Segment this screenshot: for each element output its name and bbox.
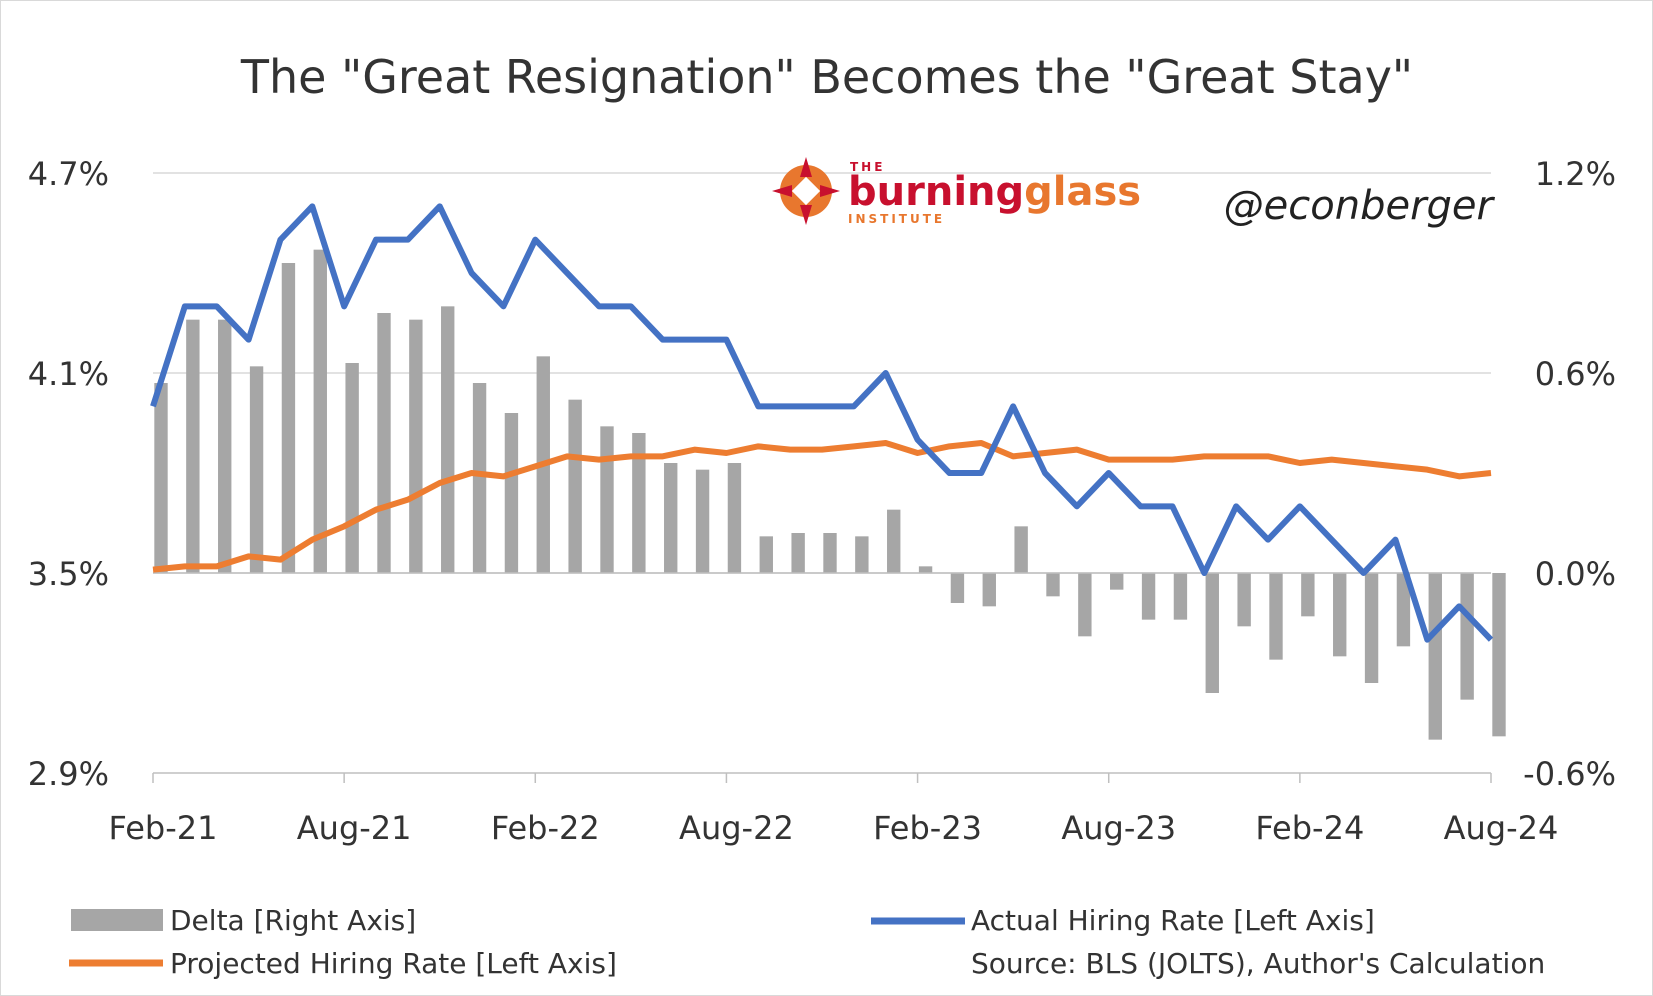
delta-bar	[504, 413, 519, 573]
delta-bar	[345, 363, 359, 573]
delta-bar	[950, 573, 965, 603]
delta-bar	[186, 319, 200, 573]
delta-bar	[695, 469, 710, 573]
delta-bar	[1078, 573, 1092, 637]
delta-bar	[823, 533, 837, 573]
delta-bar	[1333, 573, 1347, 657]
delta-bar	[1269, 573, 1283, 660]
delta-bars	[154, 249, 1506, 740]
source-note: Source: BLS (JOLTS), Author's Calculatio…	[971, 947, 1545, 980]
x-tick-label: Feb-23	[873, 809, 982, 847]
logo-center-icon	[791, 176, 821, 206]
delta-bar	[759, 536, 773, 573]
delta-bar	[568, 399, 582, 573]
x-tick-label: Feb-21	[109, 809, 218, 847]
delta-bar	[600, 426, 614, 573]
actual-hiring-line	[150, 203, 1494, 643]
delta-bar	[982, 573, 996, 607]
x-tick-label: Aug-22	[679, 809, 794, 847]
left-tick-label: 3.5%	[28, 555, 109, 593]
logo-institute: INSTITUTE	[848, 212, 945, 226]
x-tick-label: Feb-22	[491, 809, 600, 847]
delta-bar	[377, 313, 391, 573]
delta-bar	[1492, 573, 1506, 737]
legend-label-projected: Projected Hiring Rate [Left Axis]	[170, 947, 617, 980]
right-tick-label: 0.6%	[1535, 355, 1616, 393]
logo-ray-right-icon	[820, 185, 840, 197]
delta-bar	[918, 566, 933, 573]
delta-bar	[1014, 526, 1028, 573]
delta-bar	[313, 249, 327, 573]
delta-bar	[1110, 573, 1124, 590]
legend-label-delta: Delta [Right Axis]	[170, 904, 416, 937]
delta-bar	[1237, 573, 1251, 627]
x-tick-label: Feb-24	[1255, 809, 1364, 847]
logo-wordmark: burningglass	[848, 169, 1141, 215]
delta-bar	[1396, 573, 1411, 647]
delta-bar	[472, 383, 487, 573]
delta-bar	[1141, 573, 1156, 620]
projected-hiring-line	[152, 440, 1492, 573]
delta-bar	[632, 433, 646, 573]
delta-bar	[281, 263, 296, 573]
delta-bar	[154, 383, 168, 573]
legend-swatch-delta	[71, 909, 163, 931]
delta-bar	[1301, 573, 1315, 617]
delta-bar	[1173, 573, 1188, 620]
logo-ray-top-icon	[800, 157, 812, 177]
x-axis: Feb-21 Aug-21 Feb-22 Aug-22 Feb-23 Aug-23 Feb-…	[109, 773, 1559, 847]
delta-bar	[218, 319, 232, 573]
left-tick-label: 2.9%	[28, 755, 109, 793]
x-tick-label: Aug-24	[1444, 809, 1559, 847]
right-tick-label: 0.0%	[1535, 555, 1616, 593]
delta-bar	[1428, 573, 1442, 740]
legend-label-actual: Actual Hiring Rate [Left Axis]	[971, 904, 1375, 937]
delta-bar	[1046, 573, 1060, 597]
chart-title: The "Great Resignation" Becomes the "Gre…	[240, 50, 1413, 104]
delta-bar	[887, 509, 901, 573]
delta-bar	[409, 319, 423, 573]
logo-ray-left-icon	[772, 185, 792, 197]
right-tick-label: 1.2%	[1535, 155, 1616, 193]
left-tick-label: 4.1%	[28, 355, 109, 393]
delta-bar	[441, 306, 455, 573]
right-axis: -0.6% 0.0% 0.6% 1.2%	[1523, 155, 1616, 793]
author-handle: @econberger	[1224, 183, 1496, 229]
delta-bar	[249, 366, 264, 573]
delta-bar	[664, 463, 678, 573]
x-tick-label: Aug-23	[1061, 809, 1176, 847]
legend: Delta [Right Axis] Projected Hiring Rate…	[69, 904, 1545, 980]
delta-bar	[1205, 573, 1219, 693]
logo-ray-bottom-icon	[800, 205, 812, 225]
burning-glass-logo: THE burningglass INSTITUTE	[772, 157, 1141, 226]
logo-the: THE	[850, 160, 885, 174]
left-tick-label: 4.7%	[28, 155, 109, 193]
delta-bar	[727, 463, 742, 573]
delta-bar	[791, 533, 805, 573]
delta-bar	[1364, 573, 1379, 683]
left-axis: 2.9% 3.5% 4.1% 4.7%	[28, 155, 109, 793]
delta-bar	[1460, 573, 1474, 700]
right-tick-label: -0.6%	[1523, 755, 1616, 793]
delta-bar	[855, 536, 869, 573]
x-tick-label: Aug-21	[297, 809, 412, 847]
